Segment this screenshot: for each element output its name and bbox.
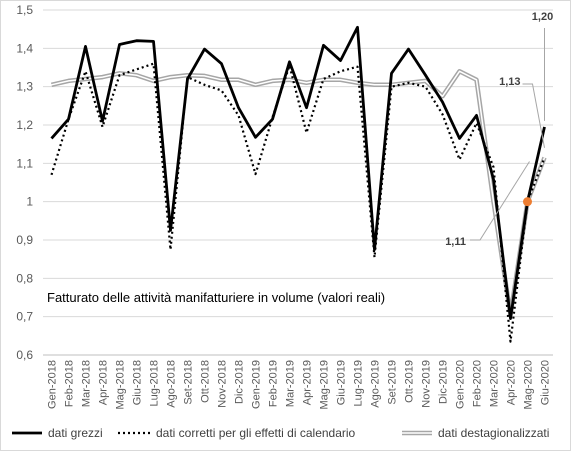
annotation-label: 1,20 — [532, 11, 553, 23]
x-tick-label: Lug-2018 — [149, 360, 161, 407]
x-tick-label: Lug-2019 — [353, 360, 365, 407]
x-tick-label: Apr-2018 — [98, 360, 110, 405]
series-line-corretti — [50, 62, 546, 343]
x-tick-label: Giu-2018 — [132, 360, 144, 405]
x-tick-label: Ago-2019 — [370, 360, 382, 408]
chart-title: Fatturato delle attività manifatturiere … — [47, 290, 385, 305]
legend-label: dati destagionalizzati — [438, 426, 549, 440]
x-tick-label: Ott-2019 — [404, 360, 416, 403]
x-tick-label: Gen-2019 — [251, 360, 263, 409]
legend-label: dati corretti per gli effetti di calenda… — [156, 426, 356, 440]
x-tick-label: Mag-2019 — [319, 360, 331, 410]
y-tick-label: 0,8 — [16, 271, 33, 285]
series-line-grezzi — [50, 25, 546, 321]
x-tick-label: Apr-2019 — [302, 360, 314, 405]
x-tick-label: Dic-2018 — [234, 360, 246, 404]
x-tick-label: Mag-2020 — [523, 360, 535, 410]
y-tick-label: 1,1 — [16, 156, 33, 170]
x-tick-label: Feb-2019 — [268, 360, 280, 407]
annotation-label: 1,13 — [499, 76, 520, 88]
x-tick-label: Ago-2018 — [166, 360, 178, 408]
x-tick-label: Nov-2019 — [421, 360, 433, 408]
y-tick-label: 0,6 — [16, 348, 33, 362]
annotation-leader — [522, 83, 545, 148]
x-tick-label: Apr-2020 — [506, 360, 518, 405]
x-tick-label: Mar-2018 — [81, 360, 93, 407]
x-tick-label: Feb-2018 — [64, 360, 76, 407]
x-tick-label: Feb-2020 — [472, 360, 484, 407]
x-tick-label: Mar-2020 — [489, 360, 501, 407]
x-tick-label: Mar-2019 — [285, 360, 297, 407]
y-tick-label: 0,7 — [16, 310, 33, 324]
x-tick-label: Gen-2018 — [47, 360, 59, 409]
x-tick-label: Dic-2019 — [438, 360, 450, 404]
y-tick-label: 1,3 — [16, 80, 33, 94]
y-tick-label: 1,4 — [16, 41, 33, 55]
x-tick-label: Giu-2020 — [540, 360, 552, 405]
x-tick-label: Set-2018 — [183, 360, 195, 405]
y-tick-label: 1 — [26, 195, 33, 209]
annotation-label: 1,11 — [445, 236, 466, 248]
x-tick-label: Gen-2020 — [455, 360, 467, 409]
legend-label: dati grezzi — [48, 426, 103, 440]
x-tick-label: Ott-2018 — [200, 360, 212, 403]
y-tick-label: 0,9 — [16, 233, 33, 247]
annotation-leader — [470, 161, 530, 241]
x-tick-label: Mag-2018 — [115, 360, 127, 410]
x-tick-label: Set-2019 — [387, 360, 399, 405]
x-tick-label: Giu-2019 — [336, 360, 348, 405]
y-tick-label: 1,5 — [16, 3, 33, 17]
y-tick-label: 1,2 — [16, 118, 33, 132]
highlight-point — [523, 197, 532, 207]
x-tick-label: Nov-2018 — [217, 360, 229, 408]
